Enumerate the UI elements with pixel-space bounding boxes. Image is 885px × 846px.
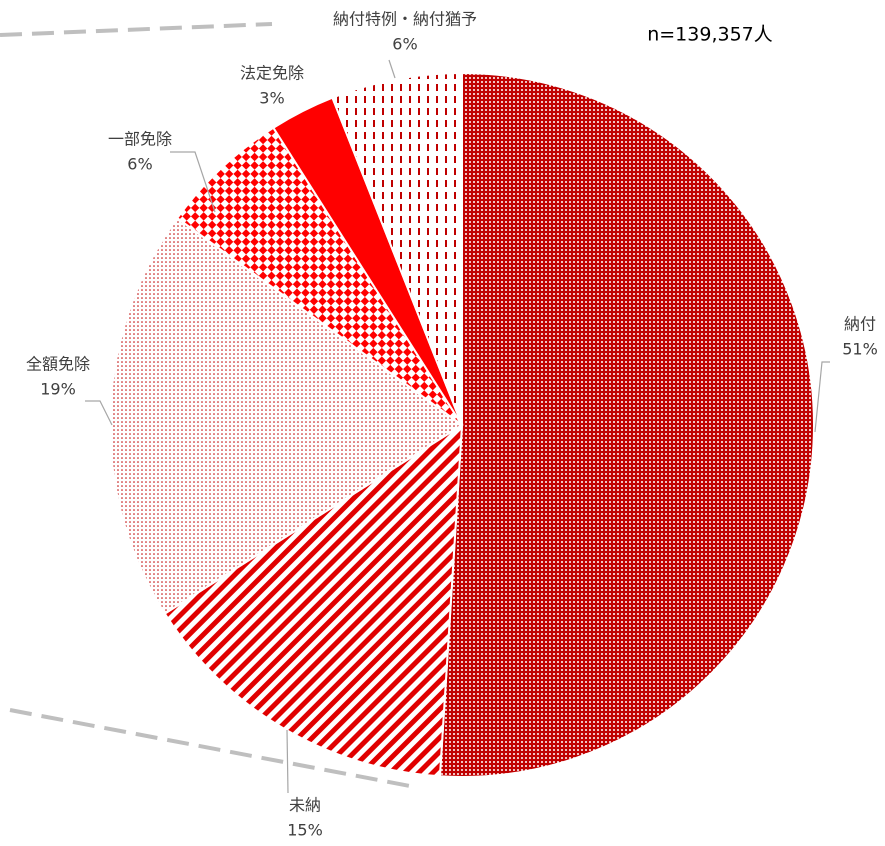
slice-value-label: 6%	[127, 155, 152, 174]
leader-line	[286, 729, 289, 794]
pie-slice	[163, 423, 464, 778]
decoration-line	[0, 22, 273, 37]
pie-slice	[109, 216, 464, 615]
slice-label: 未納	[289, 796, 321, 815]
pie-slice	[331, 71, 463, 426]
slice-value-label: 51%	[842, 340, 878, 359]
slice-label: 全額免除	[26, 355, 90, 374]
pie-slice	[175, 126, 463, 426]
slice-label: 一部免除	[108, 130, 172, 149]
slice-label: 納付	[844, 315, 876, 334]
slice-label: 法定免除	[240, 64, 304, 83]
pie-slice	[438, 71, 815, 778]
leader-line	[85, 400, 113, 426]
slice-label: 納付特例・納付猶予	[333, 10, 477, 29]
leader-line	[170, 151, 216, 213]
leader-line	[814, 361, 830, 433]
leader-line	[388, 59, 396, 79]
slice-value-label: 3%	[259, 89, 284, 108]
slice-value-label: 15%	[287, 821, 323, 840]
sample-size: n=139,357人	[647, 24, 773, 46]
slice-value-label: 6%	[392, 35, 417, 54]
slice-value-label: 19%	[40, 380, 76, 399]
decoration-line	[9, 708, 411, 788]
